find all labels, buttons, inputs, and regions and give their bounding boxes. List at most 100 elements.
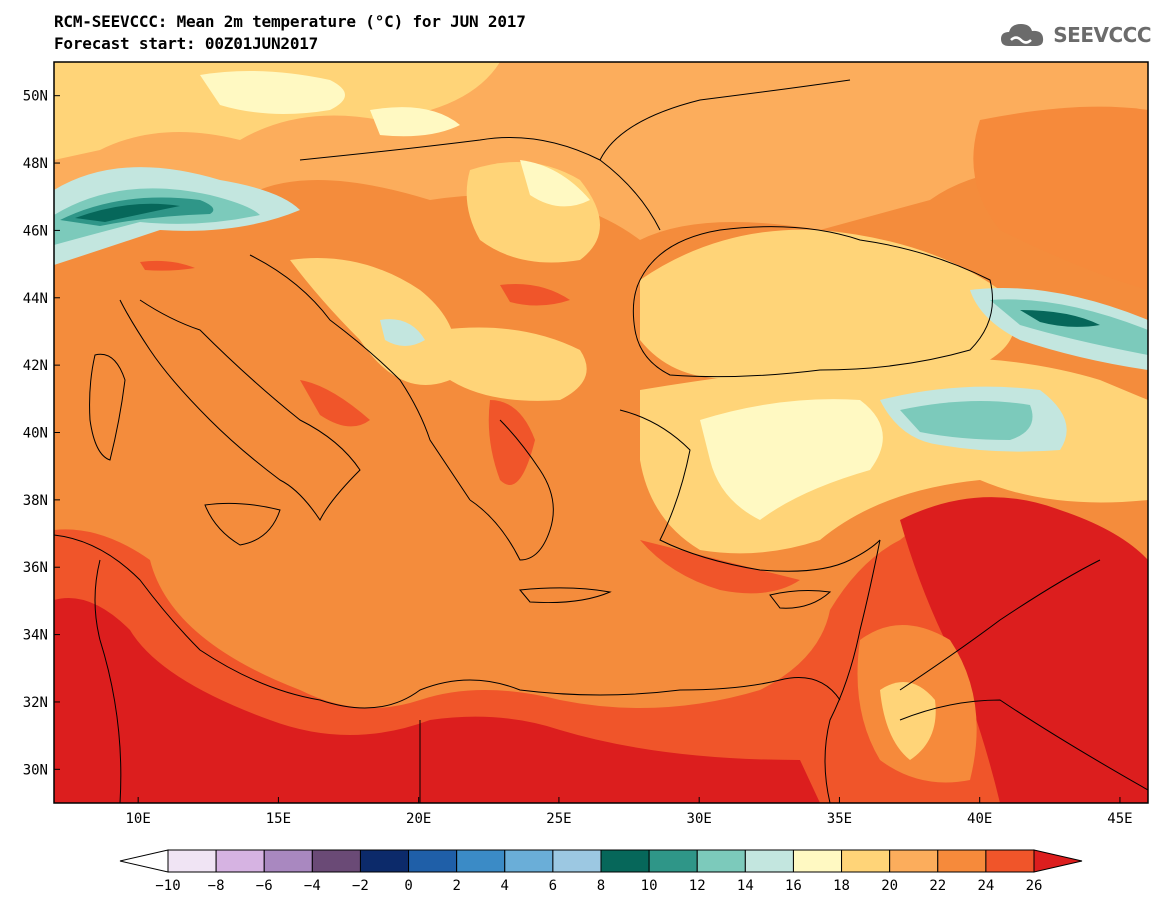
colorbar-tick-label: 2 [452, 878, 460, 894]
colorbar-tick-label: 12 [689, 878, 706, 894]
zone-pale-north-2 [370, 107, 460, 137]
zone-dinaric-cold [380, 319, 425, 346]
zone-dinaric [290, 258, 456, 385]
colorbar-tick-label: 8 [597, 878, 605, 894]
lat-label: 30N [23, 762, 48, 778]
colorbar-box [167, 849, 217, 873]
colorbar-box [841, 849, 891, 873]
coast-greece [469, 419, 554, 561]
colorbar-box [696, 849, 746, 873]
forecast-start-label: Forecast start: 00Z01JUN2017 [54, 34, 319, 53]
colorbar-box [889, 849, 939, 873]
lat-label: 32N [23, 695, 48, 711]
colorbar-tick-label: 20 [881, 878, 898, 894]
lat-label: 38N [23, 493, 48, 509]
colorbar-box [263, 849, 313, 873]
colorbar-box [215, 849, 265, 873]
hotspot-greece [488, 400, 535, 485]
border-jordan-saudi [899, 699, 1148, 791]
lat-label: 44N [23, 291, 48, 307]
lat-label: 48N [23, 156, 48, 172]
temperature-field [54, 62, 1148, 803]
coast-black-sea [632, 226, 993, 378]
colorbar-tick-label: −6 [256, 878, 273, 894]
coast-cyprus [769, 590, 832, 609]
colorbar-box [552, 849, 602, 873]
border-ukraine [599, 79, 851, 161]
lon-label: 40E [967, 811, 992, 827]
colorbar-box [600, 849, 650, 873]
lat-label: 40N [23, 426, 48, 442]
lat-label: 50N [23, 89, 48, 105]
zone-black-sea [640, 229, 1015, 379]
coast-levant [824, 539, 881, 803]
colorbar-tick-label: −10 [155, 878, 180, 894]
lon-label: 10E [126, 811, 151, 827]
colorbar-arrow-high [1033, 849, 1083, 873]
border-central-europe [299, 137, 661, 231]
colorbar-tick-label: 16 [785, 878, 802, 894]
colorbar-box [792, 849, 843, 873]
zone-balkan-central [440, 327, 587, 401]
colorbar-box [359, 849, 410, 873]
zone-caucasus-cold [1020, 310, 1100, 327]
colorbar-tick-label: 6 [549, 878, 557, 894]
longitude-axis: 10E 15E 20E 25E 30E 35E 40E 45E [126, 797, 1133, 827]
colorbar-box [744, 849, 794, 873]
colorbar-tick-label: 18 [833, 878, 850, 894]
lon-label: 25E [546, 811, 571, 827]
coast-adriatic [249, 254, 471, 501]
coastlines [54, 79, 1148, 803]
zone-anatolia-cold-light [900, 401, 1033, 440]
hotspot-turkey-south [640, 540, 800, 594]
lon-label: 35E [827, 811, 852, 827]
lon-label: 30E [687, 811, 712, 827]
colorbar-box [408, 849, 458, 873]
colorbar-arrow-low [119, 849, 169, 873]
lat-label: 42N [23, 358, 48, 374]
zone-alps-cold [75, 203, 180, 222]
colorbar-tick-label: 4 [501, 878, 509, 894]
colorbar-tick-label: 14 [737, 878, 754, 894]
zone-east-europe [973, 106, 1148, 291]
colorbar-tick-label: 26 [1026, 878, 1043, 894]
zone-carpathians-pale [520, 160, 590, 207]
colorbar-tick-label: −2 [352, 878, 369, 894]
coast-italy [119, 299, 361, 521]
zone-pale-north [200, 71, 345, 114]
border-algeria-libya [94, 559, 122, 803]
cloud-icon [1001, 24, 1044, 46]
zone-jordan-pale [880, 682, 936, 760]
colorbar-box [504, 849, 554, 873]
coast-north-africa [54, 534, 841, 709]
colorbar-tick-label: −4 [304, 878, 321, 894]
colorbar: −10 −8 −6 −4 −2 0 2 4 6 8 10 12 14 16 18 20 22 24 26 [119, 849, 1083, 894]
colorbar-box [648, 849, 698, 873]
lon-label: 45E [1107, 811, 1132, 827]
colorbar-tick-label: 10 [641, 878, 658, 894]
hotspot-po [140, 260, 195, 271]
coast-sardinia [89, 353, 126, 461]
colorbar-box [937, 849, 987, 873]
zone-syria-hot [900, 497, 1148, 803]
lon-label: 20E [406, 811, 431, 827]
colorbar-tick-label: −8 [208, 878, 225, 894]
colorbar-box [311, 849, 361, 873]
lat-label: 36N [23, 560, 48, 576]
coast-turkey [619, 409, 881, 572]
colorbar-box [456, 849, 506, 873]
map-title: RCM-SEEVCCC: Mean 2m temperature (°C) fo… [54, 12, 526, 31]
lat-label: 34N [23, 628, 48, 644]
lon-label: 15E [266, 811, 291, 827]
colorbar-tick-label: 24 [977, 878, 994, 894]
zone-anatolia-pale [700, 399, 883, 520]
coast-sicily [204, 502, 281, 546]
lat-label: 46N [23, 223, 48, 239]
logo-text: SEEVCCC [1053, 23, 1151, 47]
hotspot-italy [300, 380, 370, 427]
zone-sahara-hot [54, 598, 820, 803]
colorbar-tick-label: 22 [929, 878, 946, 894]
seevccc-logo: SEEVCCC [999, 20, 1151, 50]
coast-crete [519, 587, 612, 604]
